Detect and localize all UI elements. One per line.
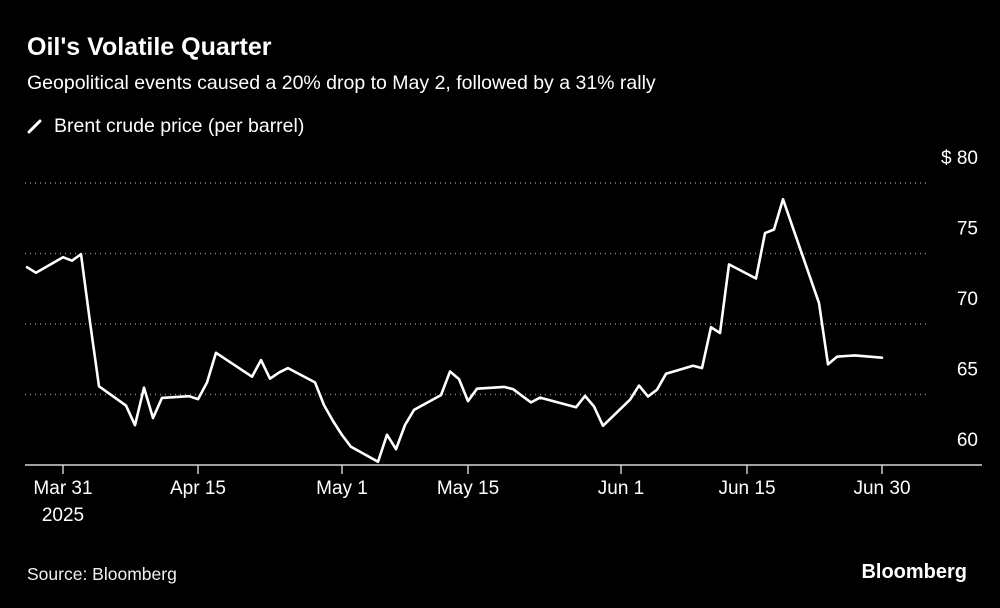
x-axis-sublabel: 2025: [42, 505, 84, 526]
x-axis-label: May 15: [437, 478, 499, 499]
y-axis-label: 70: [957, 289, 978, 310]
x-axis-label: Jun 15: [718, 478, 775, 499]
x-axis-label: Mar 31: [33, 478, 92, 499]
x-axis-label: May 1: [316, 478, 368, 499]
legend: Brent crude price (per barrel): [27, 115, 304, 138]
chart-title: Oil's Volatile Quarter: [27, 33, 272, 61]
y-axis-label: $ 80: [941, 148, 978, 169]
x-axis-label: Apr 15: [170, 478, 226, 499]
y-axis-label: 65: [957, 360, 978, 381]
x-axis-label: Jun 30: [853, 478, 910, 499]
chart-subtitle: Geopolitical events caused a 20% drop to…: [27, 72, 656, 94]
y-axis-label: 75: [957, 219, 978, 240]
line-series-key-icon: [27, 119, 42, 134]
bloomberg-logo: Bloomberg: [861, 561, 967, 583]
y-axis-label: 60: [957, 430, 978, 451]
price-line: [25, 197, 884, 464]
x-axis-label: Jun 1: [598, 478, 644, 499]
brent-crude-price-line-chart: $ 80 75 70 65 60 Mar 31 2025 Apr 15 May 1 May 15 J…: [25, 148, 982, 526]
legend-label: Brent crude price (per barrel): [54, 115, 305, 137]
source-note: Source: Bloomberg: [27, 564, 177, 584]
